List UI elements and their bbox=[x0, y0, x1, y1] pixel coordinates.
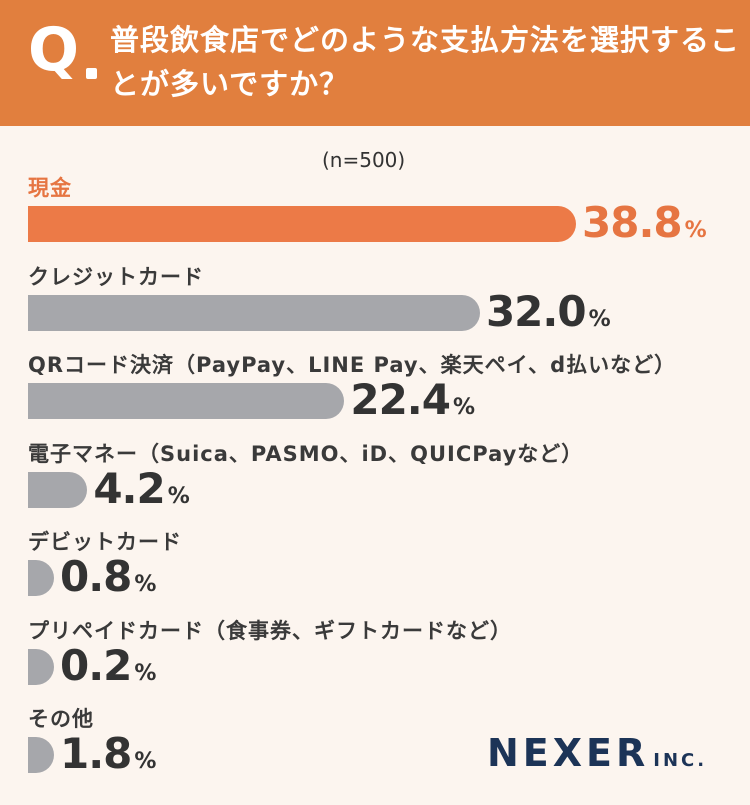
percent-sign: % bbox=[167, 483, 190, 509]
percent-sign: % bbox=[134, 660, 157, 686]
percent-sign: % bbox=[588, 306, 611, 332]
logo-sub: INC. bbox=[653, 750, 708, 771]
bar bbox=[28, 560, 54, 596]
bar bbox=[28, 206, 576, 242]
category-label: プリペイドカード（食事券、ギフトカードなど） bbox=[28, 618, 512, 643]
bar bbox=[28, 294, 480, 331]
value-number: 0.2 bbox=[60, 640, 132, 690]
category-label: QRコード決済（PayPay、LINE Pay、楽天ペイ、d払いなど） bbox=[28, 353, 677, 377]
value-number: 32.0 bbox=[485, 286, 587, 336]
value-label: 4.2% bbox=[93, 467, 190, 510]
category-label: デビットカード bbox=[28, 530, 182, 554]
bar bbox=[28, 471, 88, 508]
value-number: 22.4 bbox=[350, 375, 451, 424]
percent-sign: % bbox=[134, 749, 157, 774]
question-text: 普段飲食店でどのような支払方法を選択することが多いですか？ bbox=[110, 23, 741, 101]
value-label: 0.8% bbox=[60, 556, 156, 598]
value-number: 4.2 bbox=[93, 463, 165, 513]
bar bbox=[28, 737, 54, 773]
nexer-logo: NEXER INC. bbox=[487, 734, 707, 772]
bar bbox=[28, 383, 345, 419]
category-label: 現金 bbox=[28, 176, 72, 200]
value-label: 38.8% bbox=[582, 202, 707, 244]
sample-size: (n=500) bbox=[322, 148, 406, 172]
category-label: 電子マネー（Suica、PASMO、iD、QUICPayなど） bbox=[28, 441, 584, 466]
value-number: 0.8 bbox=[60, 552, 132, 601]
value-label: 22.4% bbox=[350, 379, 475, 421]
value-number: 1.8 bbox=[60, 729, 132, 778]
logo-main: NEXER bbox=[487, 731, 650, 775]
category-label: その他 bbox=[28, 707, 94, 731]
percent-sign: % bbox=[684, 218, 707, 243]
value-label: 0.2% bbox=[60, 644, 157, 687]
category-label: クレジットカード bbox=[28, 264, 204, 289]
q-dot bbox=[86, 68, 97, 79]
percent-sign: % bbox=[134, 572, 157, 597]
q-mark: Q bbox=[28, 15, 80, 85]
percent-sign: % bbox=[453, 395, 476, 420]
value-label: 32.0% bbox=[486, 290, 611, 333]
value-label: 1.8% bbox=[60, 733, 156, 775]
value-number: 38.8 bbox=[582, 198, 683, 247]
question-header: Q 普段飲食店でどのような支払方法を選択することが多いですか？ bbox=[0, 0, 750, 126]
bar bbox=[28, 648, 54, 685]
